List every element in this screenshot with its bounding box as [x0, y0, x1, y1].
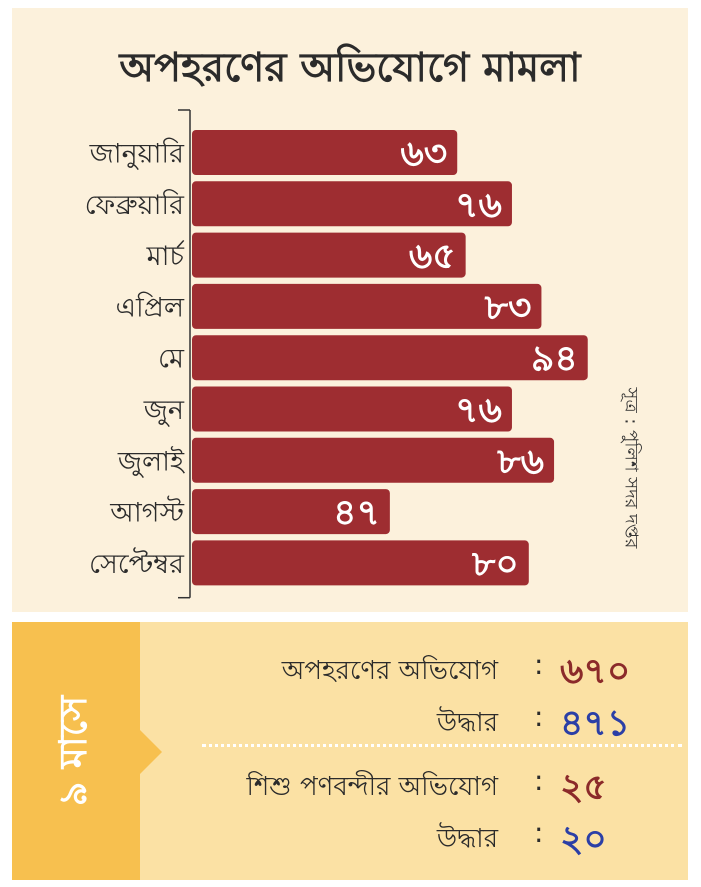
chart-title: অপহরণের অভিযোগে মামলা: [119, 45, 581, 91]
category-label: আগস্ট: [109, 496, 184, 529]
bar-value-label: ৬৩: [400, 134, 447, 175]
dotted-divider: [202, 744, 682, 747]
stat-child-hostage-rescued: উদ্ধার : ২০: [12, 812, 688, 862]
bar-value-label: ৬৫: [409, 236, 456, 277]
bar: [192, 283, 542, 329]
bar: [192, 181, 512, 227]
stat-value: ৪৭১: [560, 703, 631, 744]
category-label: এপ্রিল: [115, 291, 184, 323]
stat-colon: :: [534, 764, 544, 797]
bar-value-label: ৭৬: [455, 185, 502, 226]
stat-label: উদ্ধার: [436, 708, 498, 738]
stat-abduction-cases: অপহরণের অভিযোগ : ৬৭০: [12, 644, 688, 694]
chart-panel: অপহরণের অভিযোগে মামলা ৬৩ জানুয়ারি ৭৬ ফেব্র…: [12, 8, 688, 612]
stat-label: শিশু পণবন্দীর অভিযোগ: [246, 772, 498, 802]
stat-label: অপহরণের অভিযোগ: [281, 656, 498, 686]
stat-colon: :: [534, 648, 544, 681]
bar: [192, 130, 458, 175]
bar: [192, 437, 555, 483]
stat-label: উদ্ধার: [436, 824, 498, 854]
bar: [192, 232, 466, 278]
summary-panel: ৯ মাসে অপহরণের অভিযোগ : ৬৭০ উদ্ধার : ৪৭১…: [12, 622, 688, 880]
bar-value-label: ৮৩: [484, 287, 532, 328]
source-text: সূত্র : পুলিশ সদর দপ্তর: [620, 387, 642, 549]
category-label: মে: [158, 344, 185, 375]
stat-colon: :: [534, 816, 544, 849]
stat-value: ৬৭০: [560, 651, 631, 692]
bar-value-label: ৪৭: [333, 493, 380, 534]
bar: [192, 386, 512, 432]
bar-value-label: ৮৬: [496, 441, 544, 482]
bar: [192, 540, 529, 586]
category-label: সেপ্টেম্বর: [89, 547, 185, 580]
bar-value-label: ৭৬: [455, 390, 502, 431]
stat-value: ২৫: [560, 767, 607, 808]
bar-chart: ৬৩ জানুয়ারি ৭৬ ফেব্রুয়ারি ৬৫ মার্চ ৮৩ এপ্রিল ৯…: [85, 109, 588, 599]
stat-value: ২০: [560, 819, 607, 860]
bar: [192, 489, 390, 535]
category-label: জুলাই: [117, 445, 185, 477]
stat-abduction-rescued: উদ্ধার : ৪৭১: [12, 696, 688, 746]
stat-colon: :: [534, 700, 544, 733]
category-label: মার্চ: [146, 240, 185, 272]
category-label: ফেব্রুয়ারি: [85, 189, 186, 221]
category-label: জুন: [143, 395, 185, 426]
bar-value-label: ৯৪: [531, 339, 578, 380]
category-label: জানুয়ারি: [89, 138, 186, 170]
period-pointer: [140, 730, 162, 774]
source-note: সূত্র : পুলিশ সদর দপ্তর: [610, 338, 650, 598]
bar: [192, 335, 588, 381]
stat-child-hostage-cases: শিশু পণবন্দীর অভিযোগ : ২৫: [12, 760, 688, 810]
bar-value-label: ৮০: [471, 544, 519, 585]
period-box: ৯ মাসে: [12, 622, 140, 880]
